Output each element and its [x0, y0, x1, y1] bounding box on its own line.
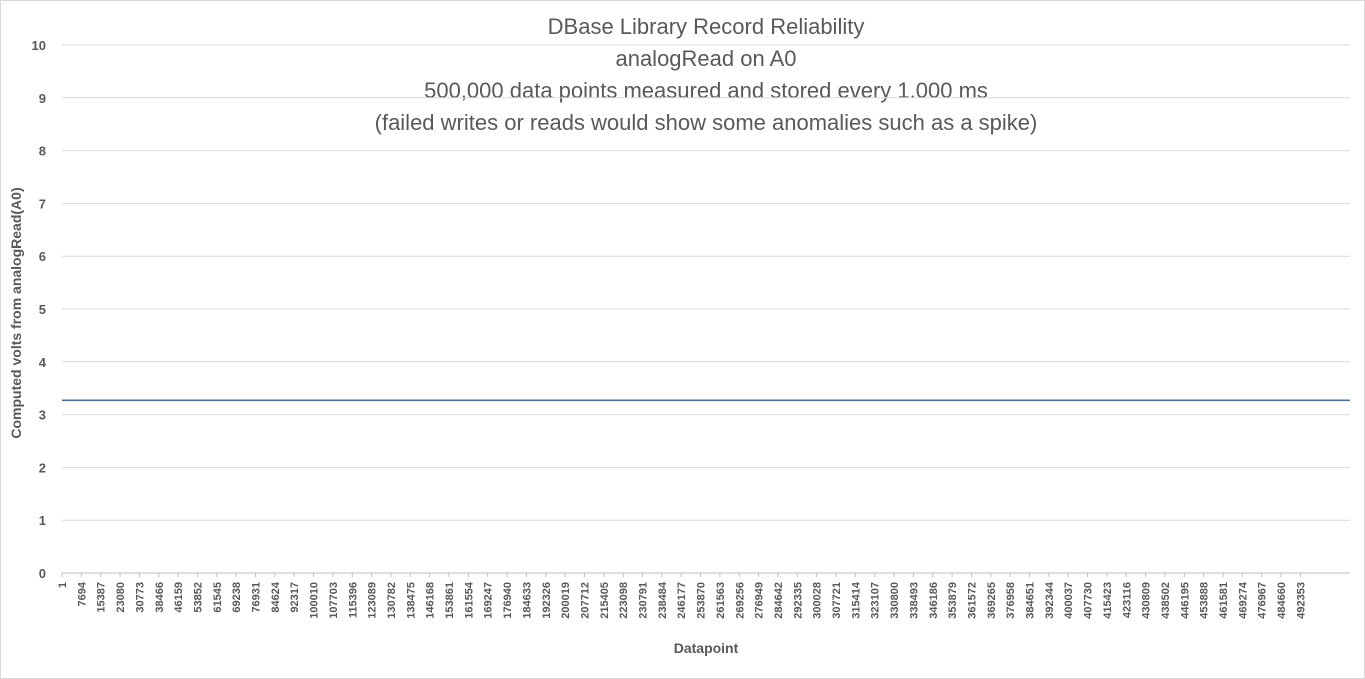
x-tick-label: 146168 [425, 582, 437, 619]
y-tick-label: 1 [39, 513, 46, 528]
x-tick-label: 92317 [289, 582, 301, 613]
x-tick-label: 138475 [405, 582, 417, 619]
x-axis-title: Datapoint [674, 640, 739, 656]
x-tick-label: 46159 [173, 582, 185, 613]
y-axis-ticks: 0 1 2 3 4 5 6 7 8 9 10 [32, 38, 47, 581]
x-tick-label: 384651 [1025, 582, 1037, 619]
y-tick-label: 7 [39, 196, 46, 211]
x-tick-label: 23080 [115, 582, 127, 613]
x-tick-label: 400037 [1063, 582, 1075, 619]
x-tick-label: 315414 [850, 581, 862, 619]
y-tick-label: 8 [39, 144, 46, 159]
x-tick-label: 253870 [696, 582, 708, 619]
x-tick-label: 415423 [1102, 582, 1114, 619]
x-tick-label: 200019 [560, 582, 572, 619]
x-tick-label: 30773 [134, 582, 146, 613]
x-tick-label: 15387 [96, 582, 108, 613]
y-tick-label: 5 [39, 302, 46, 317]
y-tick-label: 0 [39, 566, 46, 581]
x-tick-label: 361572 [966, 582, 978, 619]
x-tick-label: 276949 [754, 582, 766, 619]
x-tick-label: 61545 [212, 582, 224, 613]
x-tick-label: 123089 [367, 582, 379, 619]
y-tick-label: 2 [39, 460, 46, 475]
x-tick-label: 292335 [792, 582, 804, 619]
x-tick-label: 246177 [676, 582, 688, 619]
x-tick-label: 130782 [386, 582, 398, 619]
x-tick-label: 423116 [1121, 582, 1133, 618]
x-tick-label: 1 [57, 582, 69, 588]
y-tick-label: 6 [39, 249, 46, 264]
x-tick-label: 215405 [599, 582, 611, 619]
x-tick-label: 69238 [231, 582, 243, 613]
title-line-1: DBase Library Record Reliability [547, 14, 865, 39]
x-tick-label: 261563 [715, 582, 727, 619]
x-tick-label: 269256 [734, 582, 746, 619]
x-tick-label: 84624 [270, 581, 282, 612]
gridlines [62, 44, 1350, 574]
x-tick-label: 469274 [1237, 581, 1249, 619]
x-tick-label: 300028 [812, 582, 824, 619]
y-tick-label: 9 [39, 91, 46, 106]
chart-title: DBase Library Record Reliability analogR… [62, 11, 1350, 139]
y-tick-label: 10 [32, 38, 46, 53]
x-tick-label: 330800 [889, 582, 901, 619]
x-tick-label: 107703 [328, 582, 340, 619]
x-tick-label: 161554 [463, 581, 475, 619]
x-tick-label: 407730 [1083, 582, 1095, 619]
y-tick-label: 3 [39, 408, 46, 423]
x-tick-label: 307721 [831, 582, 843, 619]
x-tick-label: 100010 [309, 582, 321, 619]
x-tick-label: 207712 [579, 582, 591, 619]
x-tick-label: 53852 [192, 582, 204, 613]
x-tick-label: 38466 [154, 582, 166, 613]
x-tick-label: 453888 [1199, 582, 1211, 619]
x-tick-label: 492353 [1295, 582, 1307, 619]
x-axis-ticks: 1 7694 15387 23080 30773 38466 46159 53852 61545… [57, 573, 1307, 619]
y-tick-label: 4 [39, 355, 47, 370]
x-tick-label: 223098 [618, 582, 630, 619]
x-tick-label: 369265 [986, 582, 998, 619]
title-line-2: analogRead on A0 [615, 46, 797, 71]
x-tick-label: 430809 [1141, 582, 1153, 619]
x-tick-label: 284642 [773, 582, 785, 619]
x-tick-label: 461581 [1218, 582, 1230, 619]
x-tick-label: 192326 [541, 582, 553, 619]
x-tick-label: 169247 [483, 582, 495, 619]
x-tick-label: 476967 [1257, 582, 1269, 619]
x-tick-label: 184633 [521, 582, 533, 619]
x-tick-label: 392344 [1044, 581, 1056, 619]
x-tick-label: 446195 [1179, 582, 1191, 619]
x-tick-label: 323107 [870, 582, 882, 619]
title-line-4: (failed writes or reads would show some … [374, 110, 1038, 135]
x-tick-label: 346186 [928, 582, 940, 619]
x-tick-label: 230791 [638, 582, 650, 619]
x-tick-label: 76931 [251, 582, 263, 613]
x-tick-label: 438502 [1160, 582, 1172, 619]
x-tick-label: 153861 [444, 582, 456, 619]
x-tick-label: 176940 [502, 582, 514, 619]
y-axis-title: Computed volts from analogRead(A0) [8, 187, 24, 438]
x-tick-label: 484660 [1276, 582, 1288, 619]
x-tick-label: 376958 [1005, 582, 1017, 619]
x-tick-label: 7694 [76, 581, 88, 606]
title-line-3: 500,000 data points measured and stored … [424, 78, 988, 103]
x-tick-label: 115396 [347, 582, 359, 618]
x-tick-label: 353879 [947, 582, 959, 619]
x-tick-label: 338493 [908, 582, 920, 619]
x-tick-label: 238484 [657, 581, 669, 619]
